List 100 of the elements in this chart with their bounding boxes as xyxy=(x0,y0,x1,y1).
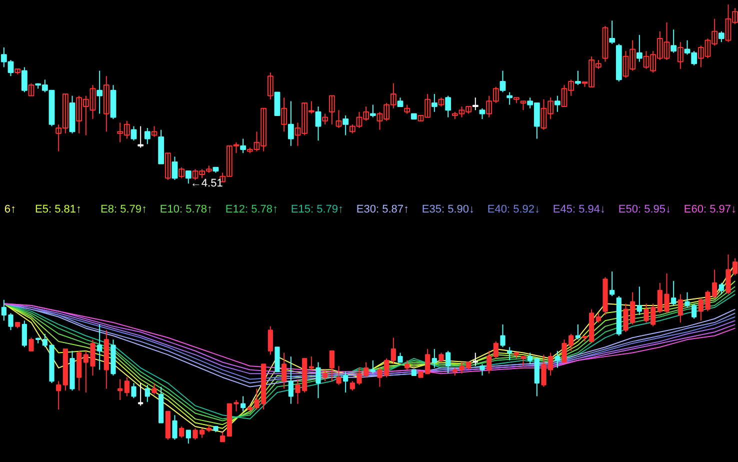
candlestick xyxy=(274,92,280,116)
candlestick xyxy=(370,104,376,118)
candlestick xyxy=(472,97,478,111)
candlestick xyxy=(602,25,608,62)
text: E8: 5.79↑ xyxy=(100,204,148,216)
text: E50: 5.95↓ xyxy=(618,204,671,216)
candlestick xyxy=(1,299,6,322)
candlestick xyxy=(493,340,498,359)
candlestick xyxy=(322,113,328,125)
candlestick xyxy=(479,108,486,120)
candlestick xyxy=(96,70,103,114)
candlestick xyxy=(22,320,27,348)
candlestick xyxy=(316,362,321,399)
candlestick xyxy=(308,356,314,370)
candlestick xyxy=(446,350,451,374)
candlestick xyxy=(670,29,677,54)
candlestick xyxy=(131,382,136,399)
candlestick xyxy=(21,66,28,93)
candlestick xyxy=(130,126,137,142)
text: E40: 5.92↓ xyxy=(487,204,540,216)
candlestick xyxy=(554,95,560,112)
candlestick xyxy=(118,378,123,401)
candlestick xyxy=(97,324,102,370)
candlestick xyxy=(350,380,355,392)
candlestick xyxy=(684,292,690,308)
candlestick xyxy=(288,356,294,404)
candlestick xyxy=(144,128,150,145)
candlestick xyxy=(574,70,581,86)
candlestick xyxy=(636,286,642,316)
candlestick xyxy=(315,106,322,142)
candlestick xyxy=(28,337,34,352)
candlestick xyxy=(8,312,14,331)
candlestick xyxy=(179,426,184,438)
candlestick xyxy=(281,97,288,132)
candlestick xyxy=(445,95,452,118)
candlestick xyxy=(575,324,580,340)
text: E60: 5.97↓ xyxy=(684,204,736,216)
candlestick xyxy=(390,337,396,365)
candlestick xyxy=(152,382,157,395)
candlestick xyxy=(678,294,683,324)
text: E10: 5.78↑ xyxy=(160,204,212,216)
candlestick xyxy=(151,126,158,138)
candlestick xyxy=(432,348,437,368)
text: 6↑ xyxy=(4,204,16,216)
candlestick xyxy=(692,303,697,320)
candlestick xyxy=(220,432,226,442)
candlestick xyxy=(329,350,334,382)
candlestick xyxy=(472,352,478,367)
candlestick xyxy=(671,280,676,306)
candlestick xyxy=(610,271,615,297)
candlestick xyxy=(28,82,34,96)
candlestick xyxy=(288,100,294,146)
candlestick xyxy=(343,371,348,393)
candlestick xyxy=(172,414,178,440)
candlestick xyxy=(172,156,178,180)
text: E35: 5.90↓ xyxy=(422,204,474,216)
candlestick xyxy=(677,42,684,70)
candlestick xyxy=(431,94,438,112)
candlestick xyxy=(528,352,533,365)
candlestick xyxy=(609,20,616,44)
candlestick xyxy=(506,92,513,106)
candlestick xyxy=(718,30,724,43)
candlestick xyxy=(240,396,246,412)
candlestick xyxy=(103,76,110,132)
candlestick xyxy=(520,356,526,367)
candlestick xyxy=(336,366,342,386)
text: E30: 5.87↑ xyxy=(356,204,409,216)
candlestick xyxy=(267,72,274,100)
candlestick xyxy=(718,282,724,295)
candlestick xyxy=(144,384,150,402)
candlestick xyxy=(342,114,349,136)
candlestick xyxy=(268,326,273,356)
candlestick xyxy=(404,360,410,370)
candlestick xyxy=(124,376,130,397)
text: E5: 5.81↑ xyxy=(35,204,82,216)
candlestick xyxy=(282,352,287,390)
candlestick xyxy=(370,360,376,374)
candlestick xyxy=(185,170,192,184)
candlestick xyxy=(138,382,144,406)
candlestick xyxy=(438,352,444,363)
candlestick xyxy=(322,369,328,382)
text: E45: 5.94↓ xyxy=(552,204,606,216)
candlestick xyxy=(500,324,506,348)
candlestick xyxy=(186,430,191,444)
candlestick xyxy=(240,138,246,154)
candlestick xyxy=(178,166,185,179)
text: E15: 5.79↑ xyxy=(290,204,344,216)
candlestick xyxy=(500,70,506,93)
annotation: ←4.51 xyxy=(190,178,223,190)
candlestick xyxy=(56,380,62,410)
candlestick xyxy=(336,110,342,129)
candlestick xyxy=(480,364,485,376)
candlestick xyxy=(138,126,144,148)
candlestick xyxy=(554,350,560,368)
candlestick xyxy=(398,352,403,363)
text: E12: 5.78↑ xyxy=(225,204,278,216)
candlestick xyxy=(164,152,171,180)
candlestick xyxy=(636,34,642,62)
candlestick xyxy=(486,350,492,374)
candlestick xyxy=(596,312,601,324)
